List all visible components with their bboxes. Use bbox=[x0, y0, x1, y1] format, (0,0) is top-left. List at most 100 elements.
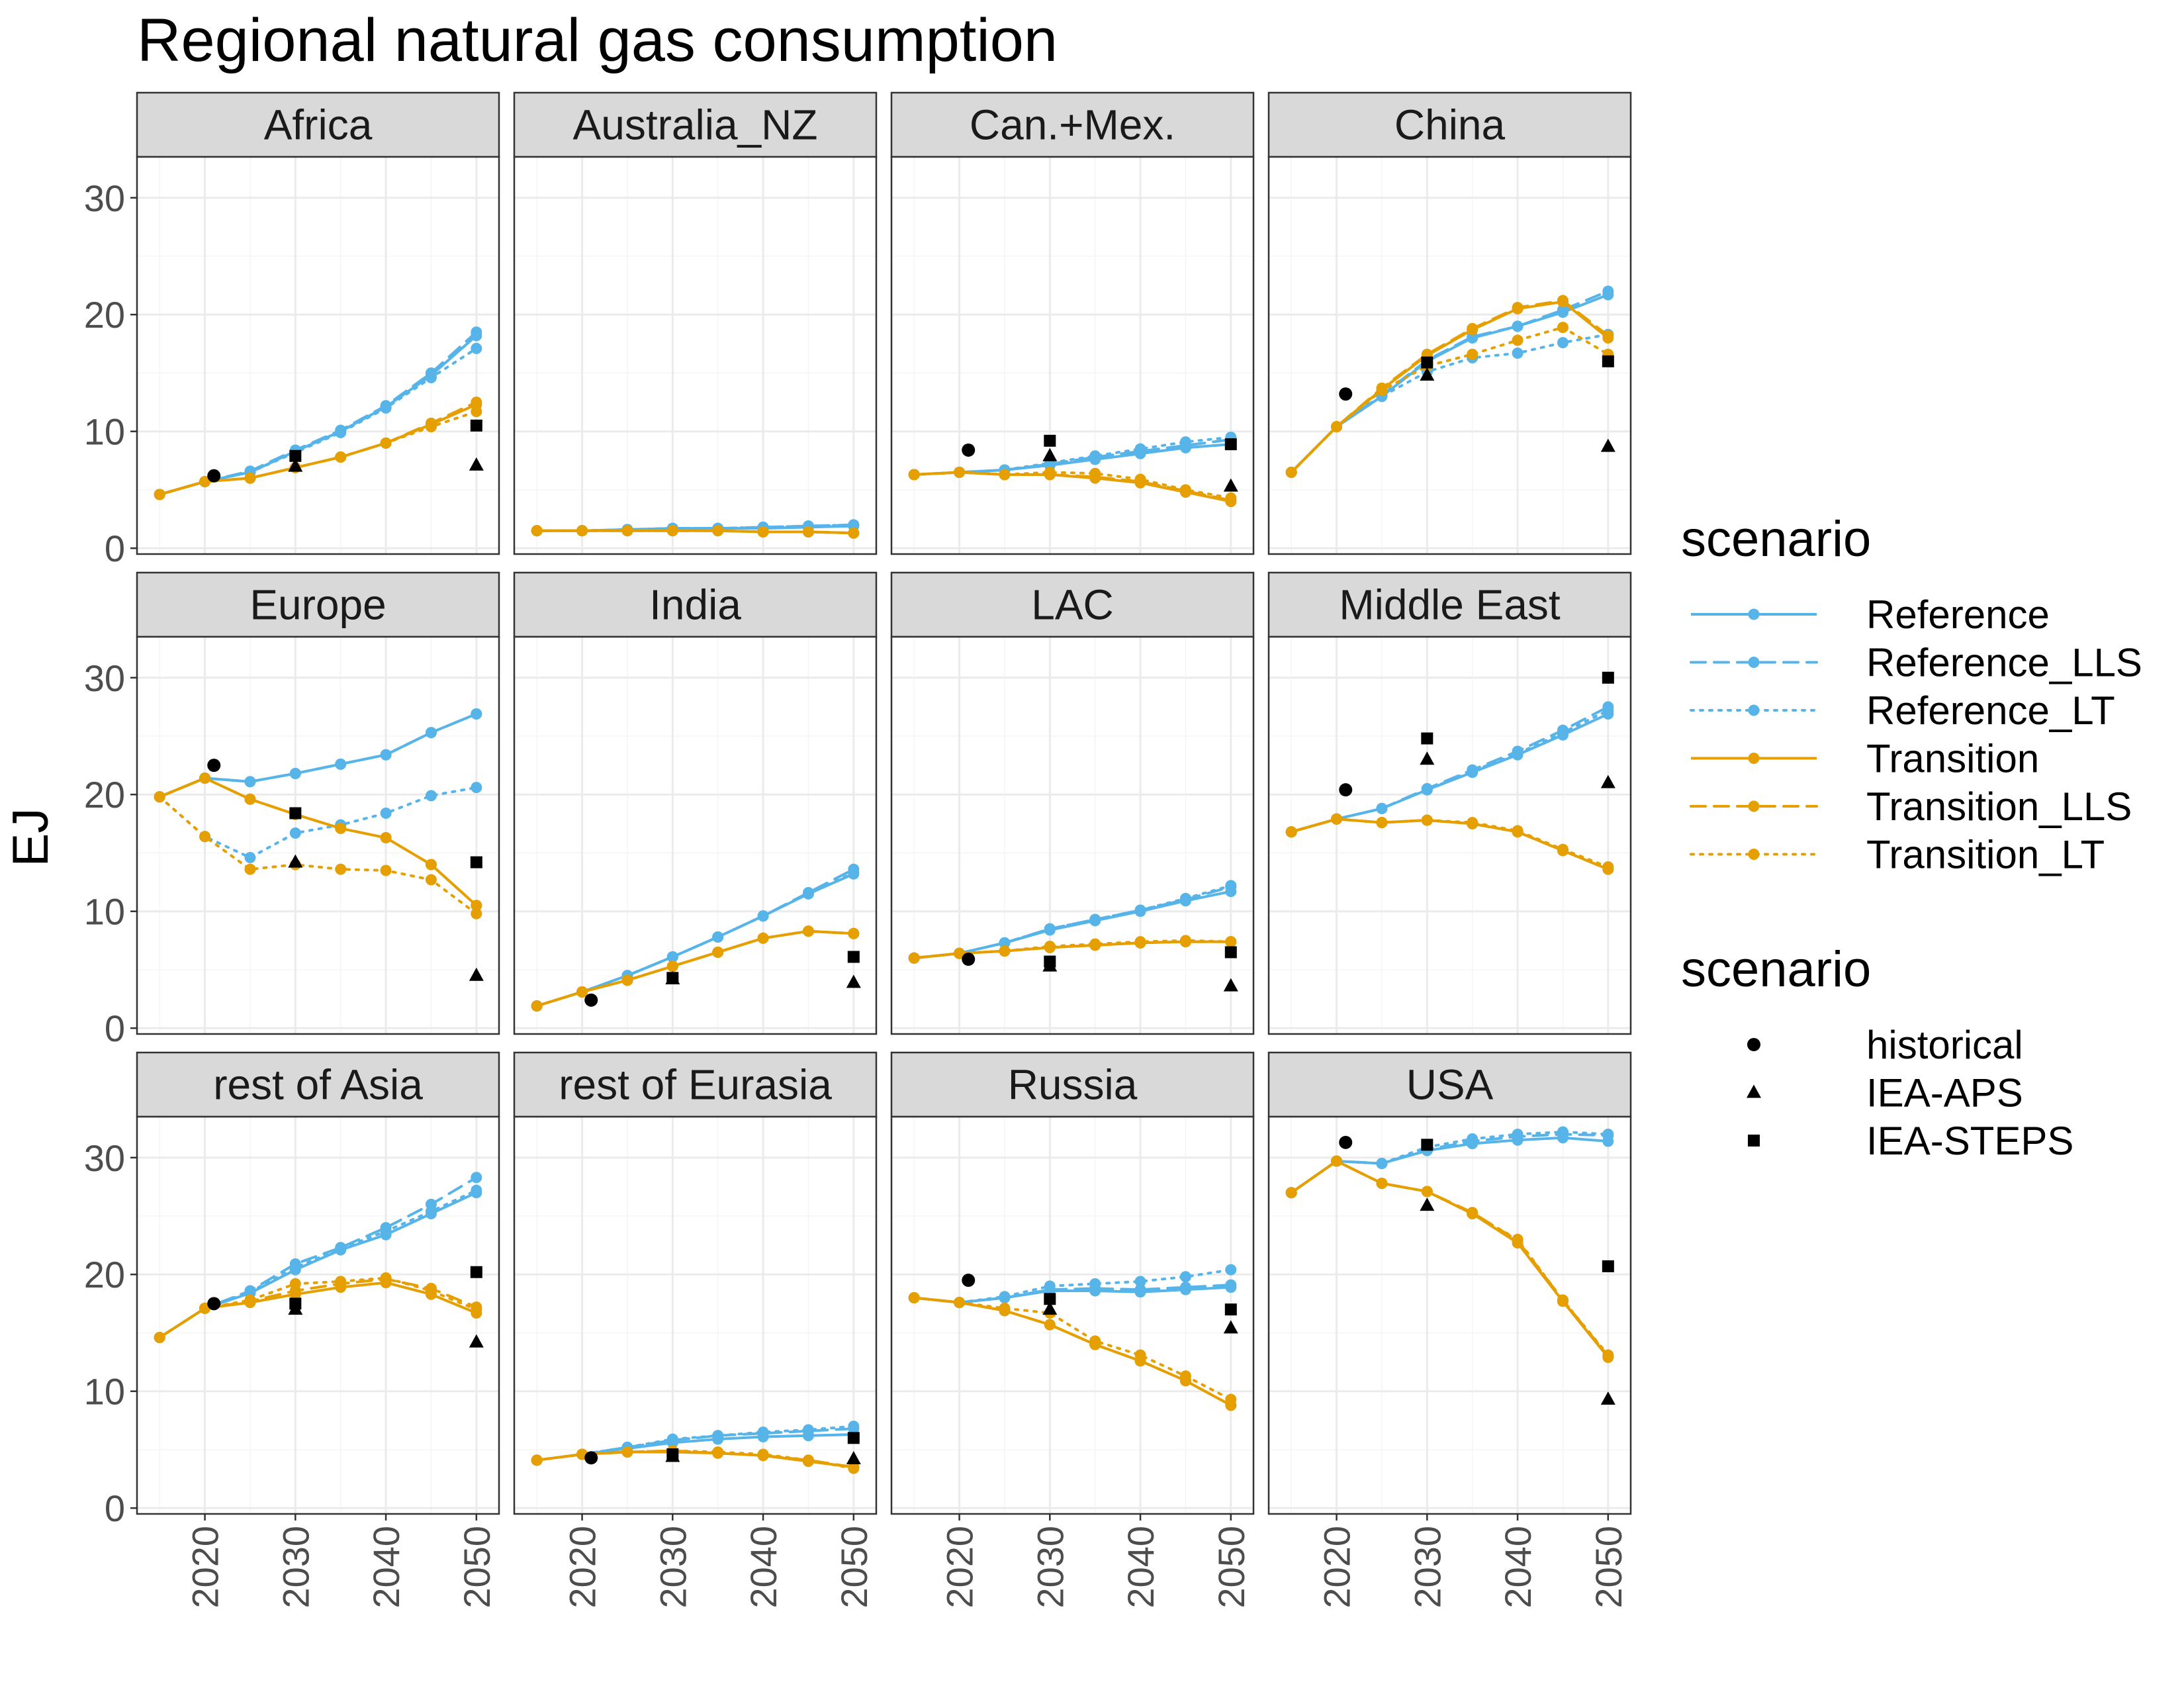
data-point bbox=[1557, 337, 1569, 349]
series-line bbox=[1290, 300, 1610, 473]
data-point bbox=[471, 1307, 482, 1319]
data-point bbox=[1602, 332, 1614, 344]
marker-historical bbox=[207, 469, 221, 483]
x-tick-label: 2020 bbox=[939, 1526, 981, 1609]
data-point bbox=[1557, 306, 1569, 318]
marker-iea-aps bbox=[1600, 1391, 1615, 1405]
marker-iea-aps bbox=[469, 967, 484, 981]
legend-label: Reference bbox=[1866, 592, 2050, 637]
data-point bbox=[1376, 817, 1388, 829]
data-point bbox=[154, 489, 165, 500]
data-point bbox=[1512, 1237, 1524, 1249]
series-line bbox=[913, 890, 1232, 960]
panel-border bbox=[136, 635, 500, 1035]
legend-key-point bbox=[1748, 753, 1760, 764]
data-point bbox=[1557, 1132, 1569, 1144]
data-point bbox=[1285, 1187, 1297, 1199]
legend-key-marker bbox=[1747, 1084, 1761, 1098]
marker-historical bbox=[1339, 1135, 1353, 1149]
data-point bbox=[1602, 1135, 1614, 1147]
series-line bbox=[913, 1286, 1231, 1304]
panel-lac: LAC bbox=[890, 571, 1255, 1035]
grid bbox=[514, 157, 876, 554]
data-point bbox=[666, 951, 678, 963]
data-point bbox=[471, 908, 482, 919]
plot-background bbox=[1269, 157, 1631, 554]
legend-item-iea-aps: IEA-APS bbox=[1747, 1071, 2023, 1115]
marker-iea-steps bbox=[1421, 1139, 1433, 1151]
plot-background bbox=[137, 1117, 499, 1514]
legend-item-iea-steps: IEA-STEPS bbox=[1748, 1119, 2073, 1163]
data-point bbox=[380, 437, 392, 449]
data-point bbox=[471, 708, 482, 720]
x-tick-label: 2030 bbox=[275, 1526, 316, 1609]
data-point bbox=[1467, 1207, 1479, 1219]
legend-label: IEA-STEPS bbox=[1866, 1119, 2073, 1163]
data-point bbox=[666, 961, 678, 972]
data-point bbox=[848, 868, 860, 880]
series-line bbox=[536, 929, 854, 1008]
y-tick-label: 20 bbox=[84, 294, 125, 336]
data-point bbox=[1134, 906, 1146, 917]
x-tick-label: 2030 bbox=[652, 1526, 694, 1609]
data-point bbox=[848, 927, 860, 939]
data-point bbox=[1467, 332, 1479, 344]
y-tick-label: 30 bbox=[84, 177, 125, 219]
marker-iea-steps bbox=[470, 419, 482, 432]
panel-border bbox=[1267, 156, 1632, 555]
data-point bbox=[335, 1282, 347, 1293]
data-point bbox=[1225, 1399, 1237, 1411]
series-transition bbox=[1285, 813, 1614, 875]
data-point bbox=[1179, 895, 1191, 907]
grid bbox=[514, 1117, 876, 1514]
series-line bbox=[158, 786, 478, 859]
marker-iea-aps bbox=[1223, 1320, 1238, 1334]
legend-label: Transition_LT bbox=[1866, 833, 2105, 877]
legend-title-points: scenario bbox=[1681, 941, 1871, 998]
y-tick-label: 10 bbox=[84, 891, 125, 933]
strip-label: Middle East bbox=[1339, 581, 1561, 629]
series-line bbox=[158, 795, 478, 915]
data-point bbox=[954, 466, 966, 478]
marker-iea-aps bbox=[1042, 1301, 1058, 1315]
data-point bbox=[1089, 1338, 1101, 1350]
plot-background bbox=[137, 637, 499, 1034]
marker-historical bbox=[962, 1274, 976, 1288]
data-point bbox=[1376, 1158, 1388, 1170]
panel-can-mex: Can.+Mex. bbox=[890, 91, 1255, 555]
panel-border bbox=[513, 1115, 878, 1515]
legend-label: Reference_LLS bbox=[1866, 641, 2142, 685]
data-point bbox=[1467, 348, 1479, 360]
x-tick-label: 2040 bbox=[1120, 1526, 1161, 1609]
series-line bbox=[913, 1296, 1232, 1407]
data-point bbox=[621, 974, 633, 986]
series-line bbox=[1291, 1160, 1610, 1358]
data-point bbox=[1512, 334, 1524, 346]
data-point bbox=[154, 1332, 165, 1344]
series-transition bbox=[908, 1292, 1237, 1411]
marker-iea-steps bbox=[666, 972, 679, 984]
data-point bbox=[1044, 469, 1056, 481]
data-point bbox=[471, 1172, 482, 1184]
series-transition bbox=[531, 525, 860, 539]
data-point bbox=[1512, 303, 1524, 314]
data-point bbox=[712, 1447, 724, 1459]
series-transition bbox=[1285, 296, 1614, 478]
data-point bbox=[244, 852, 256, 864]
marker-iea-steps bbox=[1044, 1293, 1056, 1305]
strip-background bbox=[1267, 571, 1632, 638]
marker-iea-steps bbox=[1224, 946, 1237, 959]
series-line bbox=[913, 1296, 1232, 1401]
x-axes: 2020 2030 2040 2050 2020 2030 2040 2050 2020 2030… bbox=[185, 1514, 1629, 1609]
data-point bbox=[335, 758, 347, 770]
data-point bbox=[954, 947, 966, 959]
y-tick-label: 30 bbox=[84, 657, 125, 699]
data-point bbox=[1225, 886, 1237, 898]
data-point bbox=[380, 807, 392, 819]
series-transition bbox=[1285, 1155, 1614, 1364]
grid bbox=[891, 637, 1253, 1034]
data-point bbox=[1467, 767, 1479, 778]
data-point bbox=[1285, 826, 1297, 838]
panel-border bbox=[1267, 1115, 1632, 1515]
marker-iea-aps bbox=[469, 1334, 484, 1348]
